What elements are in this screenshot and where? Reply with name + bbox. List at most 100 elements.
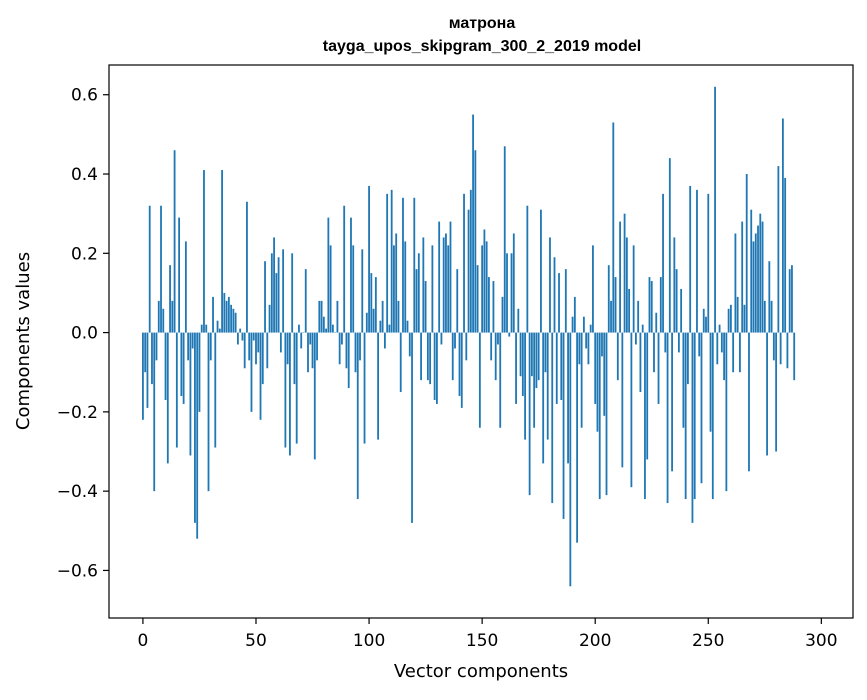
bar-188 — [567, 333, 569, 464]
bar-160 — [504, 146, 506, 332]
bar-148 — [477, 265, 479, 332]
bar-84 — [332, 325, 334, 333]
bar-178 — [545, 333, 547, 373]
bar-250 — [707, 194, 709, 333]
bar-280 — [775, 333, 777, 452]
bar-181 — [551, 333, 553, 503]
x-axis-label: Vector components — [394, 661, 568, 682]
y-axis-ticks: −0.6−0.4−0.20.00.20.40.6 — [57, 86, 109, 582]
bar-16 — [178, 218, 180, 333]
bar-138 — [454, 333, 456, 349]
bar-129 — [434, 333, 436, 400]
bars-group — [142, 87, 795, 586]
bar-81 — [325, 329, 327, 333]
bar-256 — [721, 333, 723, 353]
bar-168 — [522, 333, 524, 396]
bar-103 — [375, 277, 377, 333]
bar-262 — [735, 233, 737, 332]
bar-153 — [488, 277, 490, 333]
bar-49 — [253, 333, 255, 341]
x-tick-label: 100 — [353, 631, 385, 651]
bar-34 — [219, 329, 221, 333]
bar-288 — [793, 333, 795, 381]
bar-254 — [716, 333, 718, 365]
bar-244 — [694, 333, 696, 499]
bar-285 — [787, 333, 789, 369]
bar-91 — [348, 333, 350, 389]
bar-3 — [149, 206, 151, 333]
bar-52 — [260, 333, 262, 420]
bar-177 — [542, 333, 544, 464]
bar-112 — [395, 233, 397, 332]
bar-273 — [759, 214, 761, 333]
bar-132 — [441, 333, 443, 345]
bar-105 — [379, 321, 381, 333]
bar-51 — [257, 333, 259, 353]
bar-22 — [192, 333, 194, 349]
bar-106 — [382, 301, 384, 333]
bar-241 — [687, 333, 689, 385]
bar-217 — [633, 245, 635, 332]
bar-123 — [420, 333, 422, 381]
bar-238 — [680, 289, 682, 333]
bar-170 — [526, 206, 528, 333]
bar-143 — [465, 333, 467, 361]
bar-159 — [502, 297, 504, 333]
bar-24 — [196, 333, 198, 539]
bar-20 — [187, 333, 189, 361]
bar-156 — [495, 333, 497, 381]
bar-63 — [284, 333, 286, 448]
bar-41 — [235, 313, 237, 333]
bar-17 — [180, 333, 182, 396]
y-axis-label: Components values — [13, 252, 34, 430]
x-tick-label: 150 — [466, 631, 498, 651]
bar-283 — [782, 119, 784, 333]
bar-56 — [269, 305, 271, 333]
bar-162 — [508, 333, 510, 337]
bar-122 — [418, 253, 420, 332]
bar-173 — [533, 333, 535, 428]
bar-223 — [646, 333, 648, 460]
bar-2 — [147, 333, 149, 408]
bar-152 — [486, 241, 488, 332]
y-tick-label: −0.4 — [57, 482, 98, 502]
bar-108 — [386, 194, 388, 333]
bar-269 — [750, 210, 752, 333]
bar-80 — [323, 317, 325, 333]
bar-21 — [190, 333, 192, 456]
bar-23 — [194, 333, 196, 523]
bar-220 — [640, 333, 642, 392]
bar-198 — [590, 325, 592, 333]
bar-107 — [384, 333, 386, 349]
y-tick-label: 0.6 — [71, 86, 98, 106]
bar-136 — [450, 222, 452, 333]
bar-117 — [407, 321, 409, 333]
bar-222 — [644, 333, 646, 499]
bar-165 — [515, 333, 517, 404]
bar-111 — [393, 245, 395, 332]
bar-83 — [330, 245, 332, 332]
bar-175 — [538, 333, 540, 381]
bar-194 — [581, 333, 583, 428]
x-tick-label: 200 — [579, 631, 611, 651]
bar-191 — [574, 297, 576, 333]
bar-146 — [472, 115, 474, 333]
bar-47 — [248, 333, 250, 361]
bar-95 — [357, 333, 359, 499]
bar-97 — [361, 249, 363, 332]
bar-78 — [318, 301, 320, 333]
bar-32 — [214, 333, 216, 448]
bar-172 — [531, 333, 533, 377]
bar-130 — [436, 333, 438, 404]
bar-195 — [583, 317, 585, 333]
bar-1 — [144, 333, 146, 373]
bar-58 — [273, 237, 275, 332]
bar-64 — [287, 333, 289, 365]
bar-206 — [608, 265, 610, 332]
bar-228 — [658, 333, 660, 404]
bar-65 — [289, 333, 291, 456]
bar-251 — [710, 333, 712, 432]
bar-121 — [416, 269, 418, 332]
bar-267 — [746, 174, 748, 333]
bar-59 — [275, 273, 277, 332]
